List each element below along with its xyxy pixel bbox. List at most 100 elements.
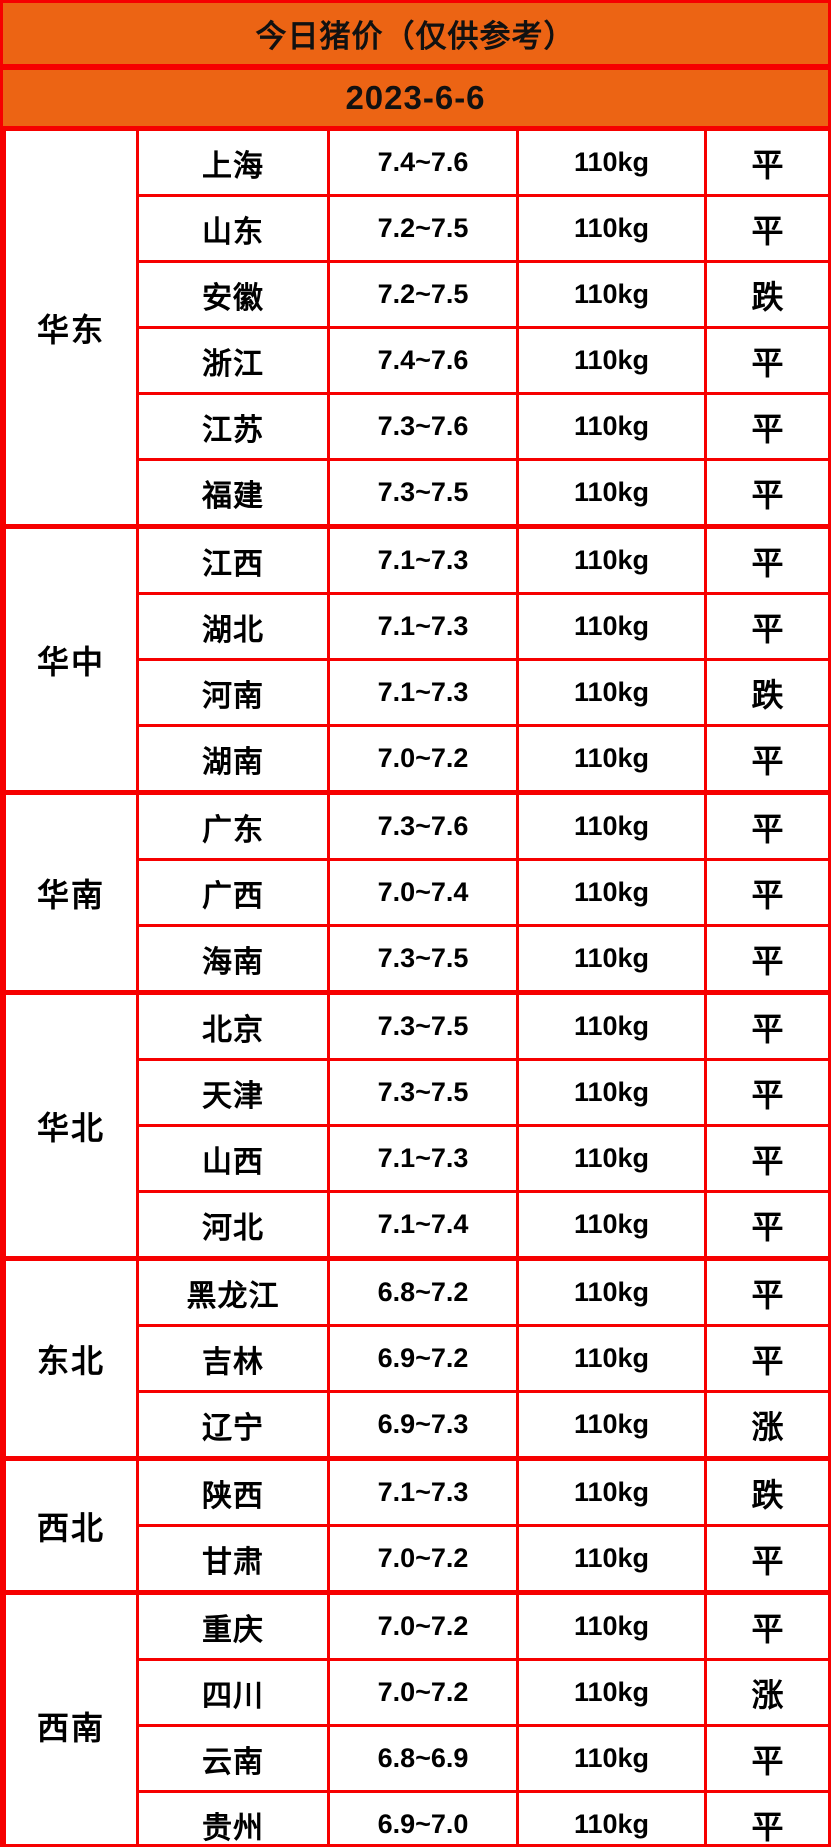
- status-cell: 平: [704, 790, 828, 861]
- status-cell: 跌: [704, 658, 828, 727]
- price-cell: 7.1~7.4: [327, 1190, 519, 1260]
- price-cell: 6.8~7.2: [327, 1256, 519, 1327]
- province-cell: 安徽: [136, 260, 330, 329]
- table-row: 海南 7.3~7.5 110kg 平: [5, 924, 828, 994]
- status-cell: 平: [704, 392, 828, 461]
- price-cell: 7.3~7.5: [327, 990, 519, 1061]
- province-cell: 辽宁: [136, 1390, 330, 1460]
- status-cell: 平: [704, 924, 828, 994]
- status-cell: 平: [704, 524, 828, 595]
- status-cell: 跌: [704, 260, 828, 329]
- table-row: 山西 7.1~7.3 110kg 平: [5, 1124, 828, 1193]
- province-cell: 四川: [136, 1658, 330, 1727]
- weight-cell: 110kg: [516, 260, 707, 329]
- table-row: 华东 上海 7.4~7.6 110kg 平: [3, 126, 828, 528]
- status-cell: 平: [704, 858, 828, 927]
- weight-cell: 110kg: [516, 126, 707, 197]
- status-cell: 平: [704, 724, 828, 794]
- status-cell: 涨: [704, 1390, 828, 1460]
- table-row: 广西 7.0~7.4 110kg 平: [5, 858, 828, 927]
- status-cell: 平: [704, 458, 828, 528]
- weight-cell: 110kg: [516, 1124, 707, 1193]
- price-cell: 7.0~7.2: [327, 724, 519, 794]
- status-cell: 平: [704, 1590, 828, 1661]
- price-cell: 7.4~7.6: [327, 326, 519, 395]
- status-cell: 平: [704, 1790, 828, 1844]
- status-cell: 平: [704, 126, 828, 197]
- price-cell: 7.3~7.6: [327, 392, 519, 461]
- status-cell: 平: [704, 194, 828, 263]
- table-row: 安徽 7.2~7.5 110kg 跌: [5, 260, 828, 329]
- table-row: 河南 7.1~7.3 110kg 跌: [5, 658, 828, 727]
- weight-cell: 110kg: [516, 1590, 707, 1661]
- table-row: 甘肃 7.0~7.2 110kg 平: [5, 1524, 828, 1594]
- price-cell: 7.3~7.6: [327, 790, 519, 861]
- province-cell: 湖北: [136, 592, 330, 661]
- status-cell: 平: [704, 592, 828, 661]
- price-cell: 7.2~7.5: [327, 260, 519, 329]
- province-cell: 湖南: [136, 724, 330, 794]
- status-cell: 平: [704, 1524, 828, 1594]
- table-row: 西北 陕西 7.1~7.3 110kg 跌: [3, 1456, 828, 1594]
- price-cell: 7.1~7.3: [327, 592, 519, 661]
- price-table: 华东 上海 7.4~7.6 110kg 平山东 7.2~7.5 110kg 平安徽 7.2~7.…: [3, 126, 828, 1844]
- status-cell: 跌: [704, 1456, 828, 1527]
- table-row: 四川 7.0~7.2 110kg 涨: [5, 1658, 828, 1727]
- province-cell: 贵州: [136, 1790, 330, 1844]
- price-cell: 6.9~7.0: [327, 1790, 519, 1844]
- weight-cell: 110kg: [516, 1058, 707, 1127]
- price-cell: 7.3~7.5: [327, 924, 519, 994]
- province-cell: 广西: [136, 858, 330, 927]
- weight-cell: 110kg: [516, 858, 707, 927]
- price-cell: 7.1~7.3: [327, 524, 519, 595]
- province-cell: 甘肃: [136, 1524, 330, 1594]
- price-cell: 7.0~7.2: [327, 1524, 519, 1594]
- weight-cell: 110kg: [516, 790, 707, 861]
- price-cell: 7.1~7.3: [327, 1124, 519, 1193]
- table-row: 华北 北京 7.3~7.5 110kg 平: [3, 990, 828, 1260]
- province-cell: 陕西: [136, 1456, 330, 1527]
- price-cell: 6.9~7.2: [327, 1324, 519, 1393]
- weight-cell: 110kg: [516, 924, 707, 994]
- table-row: 浙江 7.4~7.6 110kg 平: [5, 326, 828, 395]
- province-cell: 吉林: [136, 1324, 330, 1393]
- status-cell: 平: [704, 1058, 828, 1127]
- province-cell: 黑龙江: [136, 1256, 330, 1327]
- status-cell: 涨: [704, 1658, 828, 1727]
- province-cell: 江西: [136, 524, 330, 595]
- province-cell: 重庆: [136, 1590, 330, 1661]
- price-cell: 7.4~7.6: [327, 126, 519, 197]
- region-cell: 西北: [3, 1456, 139, 1594]
- table-row: 华中 江西 7.1~7.3 110kg 平: [3, 524, 828, 794]
- status-cell: 平: [704, 326, 828, 395]
- table-row: 贵州 6.9~7.0 110kg 平: [5, 1790, 828, 1844]
- price-cell: 6.8~6.9: [327, 1724, 519, 1793]
- weight-cell: 110kg: [516, 1456, 707, 1527]
- province-cell: 上海: [136, 126, 330, 197]
- status-cell: 平: [704, 1190, 828, 1260]
- region-cell: 华东: [3, 126, 139, 528]
- price-table-body: 华东 上海 7.4~7.6 110kg 平山东 7.2~7.5 110kg 平安徽 7.2~7.…: [3, 126, 828, 1844]
- status-cell: 平: [704, 1124, 828, 1193]
- status-cell: 平: [704, 1324, 828, 1393]
- price-cell: 7.0~7.2: [327, 1658, 519, 1727]
- weight-cell: 110kg: [516, 1390, 707, 1460]
- price-cell: 7.2~7.5: [327, 194, 519, 263]
- table-row: 东北 黑龙江 6.8~7.2 110kg 平: [3, 1256, 828, 1460]
- price-cell: 6.9~7.3: [327, 1390, 519, 1460]
- province-cell: 浙江: [136, 326, 330, 395]
- province-cell: 山东: [136, 194, 330, 263]
- weight-cell: 110kg: [516, 1524, 707, 1594]
- table-row: 山东 7.2~7.5 110kg 平: [5, 194, 828, 263]
- weight-cell: 110kg: [516, 658, 707, 727]
- table-row: 西南 重庆 7.0~7.2 110kg 平: [3, 1590, 828, 1844]
- table-row: 湖南 7.0~7.2 110kg 平: [5, 724, 828, 794]
- weight-cell: 110kg: [516, 1324, 707, 1393]
- status-cell: 平: [704, 1724, 828, 1793]
- weight-cell: 110kg: [516, 1724, 707, 1793]
- province-cell: 福建: [136, 458, 330, 528]
- region-cell: 华北: [3, 990, 139, 1260]
- table-row: 福建 7.3~7.5 110kg 平: [5, 458, 828, 528]
- weight-cell: 110kg: [516, 392, 707, 461]
- table-row: 云南 6.8~6.9 110kg 平: [5, 1724, 828, 1793]
